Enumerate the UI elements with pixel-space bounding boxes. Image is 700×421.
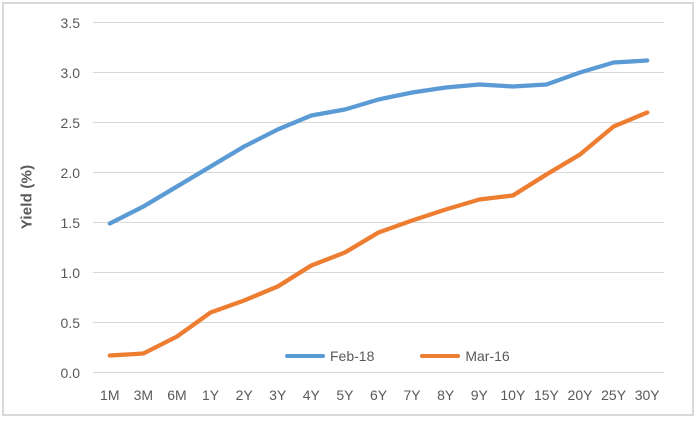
series-line-feb-18 [107, 58, 650, 226]
x-tick-label: 30Y [634, 387, 660, 403]
x-tick-label: 5Y [336, 387, 354, 403]
y-tick-label: 2.0 [60, 164, 80, 181]
x-tick-label: 1Y [201, 387, 220, 403]
x-tick-label: 4Y [302, 387, 320, 403]
x-tick-label: 15Y [533, 387, 559, 403]
y-tick-label: 0.5 [60, 314, 80, 331]
legend-label-mar-16: Mar-16 [465, 348, 510, 364]
y-tick-label: 3.0 [60, 64, 80, 81]
y-tick-label: 3.5 [60, 14, 80, 31]
x-tick-label: 2Y [235, 387, 253, 403]
x-tick-label: 20Y [567, 387, 593, 403]
x-tick-label: 1M [100, 387, 120, 403]
x-tick-label: 6M [167, 387, 187, 403]
legend-item-feb-18: Feb-18 [285, 348, 374, 364]
y-tick-label: 1.0 [60, 264, 80, 281]
legend-swatch-mar-16 [420, 353, 461, 359]
legend-item-mar-16: Mar-16 [420, 348, 510, 364]
x-tick-label: 7Y [403, 387, 421, 403]
y-tick-label: 1.5 [60, 214, 80, 231]
x-tick-label: 3Y [269, 387, 287, 403]
x-tick-label: 3M [133, 387, 154, 403]
x-tick-label: 8Y [437, 387, 455, 403]
series-line-mar-16 [107, 110, 650, 358]
x-tick-label: 25Y [601, 387, 627, 403]
y-tick-label: 2.5 [60, 114, 80, 131]
legend-label-feb-18: Feb-18 [330, 348, 375, 364]
x-tick-label: 10Y [500, 387, 526, 403]
x-tick-label: 6Y [369, 387, 388, 403]
y-tick-label: 0.0 [60, 364, 80, 381]
legend-swatch-feb-18 [285, 353, 325, 359]
x-tick-label: 9Y [470, 387, 488, 403]
legend: Feb-18 Mar-16 [285, 348, 510, 364]
